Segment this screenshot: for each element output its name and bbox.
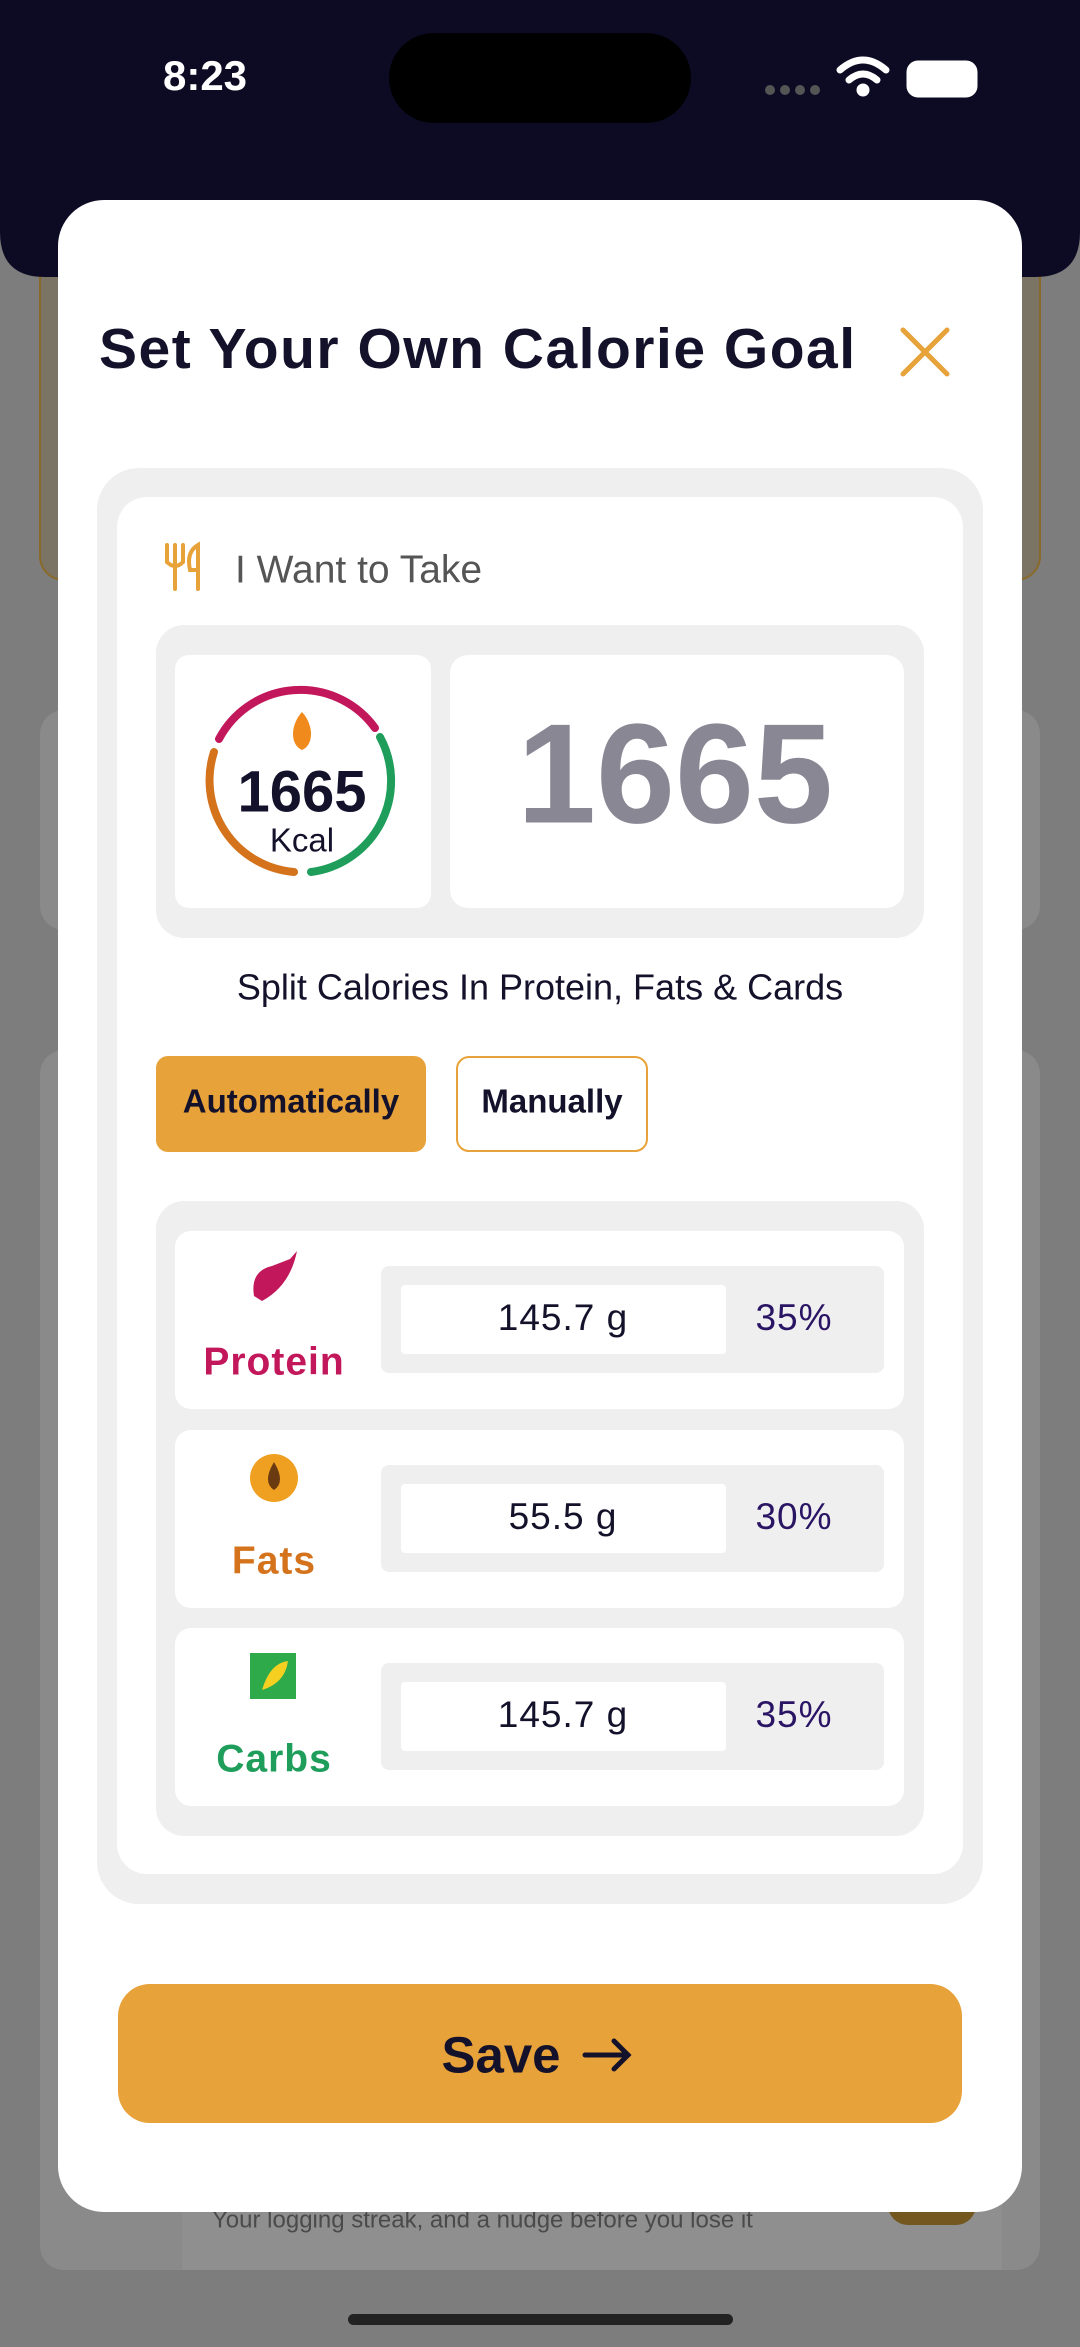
mode-label[interactable]: Automatically — [183, 1083, 400, 1120]
macro-input[interactable] — [401, 1484, 726, 1553]
macro-icon — [262, 1661, 288, 1690]
close-button[interactable] — [900, 327, 950, 377]
macro-name: Fats — [232, 1539, 316, 1582]
calorie-ring — [205, 685, 396, 876]
save-label[interactable]: Save — [441, 2026, 560, 2083]
macro-percent: 30% — [755, 1496, 832, 1537]
split-label: Split Calories In Protein, Fats & Cards — [237, 967, 843, 1008]
ring-value: 1665 — [237, 759, 366, 824]
flame-icon — [293, 712, 311, 750]
save-button[interactable] — [118, 1984, 962, 2123]
battery-icon — [906, 60, 978, 98]
macro-amount[interactable]: 145.7 g — [498, 1297, 628, 1338]
macro-percent: 35% — [755, 1694, 832, 1735]
calorie-box — [450, 655, 904, 908]
signal — [765, 85, 820, 95]
mode-button[interactable] — [156, 1056, 426, 1152]
macro-amount[interactable]: 55.5 g — [509, 1496, 618, 1537]
macro-input[interactable] — [401, 1682, 726, 1751]
macro-name: Carbs — [216, 1737, 332, 1780]
mode-label[interactable]: Manually — [481, 1083, 623, 1120]
ring-unit: Kcal — [270, 822, 334, 859]
modal-title: Set Your Own Calorie Goal — [99, 317, 857, 381]
cutlery-icon — [165, 541, 200, 591]
macro-amount[interactable]: 145.7 g — [498, 1694, 628, 1735]
dynamic-island — [389, 33, 691, 123]
section-label: I Want to Take — [235, 548, 482, 591]
status-time: 8:23 — [163, 52, 247, 99]
macro-icon — [268, 1462, 280, 1490]
wifi-icon — [836, 56, 890, 97]
macro-percent: 35% — [755, 1297, 832, 1338]
macro-input[interactable] — [401, 1285, 726, 1354]
arrow-icon — [582, 2038, 632, 2072]
home-indicator — [348, 2314, 733, 2325]
calorie-value[interactable]: 1665 — [517, 695, 833, 854]
mode-button[interactable] — [456, 1056, 648, 1152]
macro-icon — [253, 1251, 297, 1301]
macro-name: Protein — [203, 1340, 344, 1383]
